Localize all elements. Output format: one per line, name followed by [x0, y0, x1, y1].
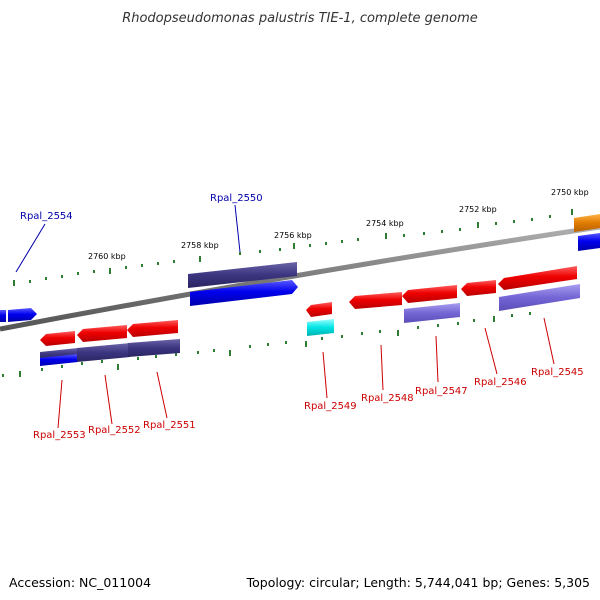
- gene-band-rpal-2553-blue: [40, 354, 78, 366]
- gene-label-rpal-2547[interactable]: Rpal_2547: [415, 386, 468, 397]
- scale-label-2758: 2758 kbp: [181, 241, 219, 250]
- gene-label-rpal-2550[interactable]: Rpal_2550: [210, 193, 263, 204]
- gene-band-rpal-2545-lav: [499, 284, 580, 311]
- leader-lines: [15, 204, 555, 429]
- scale-label-2750: 2750 kbp: [551, 188, 589, 197]
- gene-arrow-rpal-2545[interactable]: [498, 266, 577, 290]
- gene-label-rpal-2552[interactable]: Rpal_2552: [88, 425, 141, 436]
- genome-summary-text: Topology: circular; Length: 5,744,041 bp…: [246, 575, 590, 590]
- gene-band-right-edge-blue[interactable]: [578, 233, 600, 251]
- scale-label-2760: 2760 kbp: [88, 252, 126, 261]
- accession-text: Accession: NC_011004: [9, 575, 151, 590]
- gene-arrow-rpal-2555[interactable]: [0, 310, 6, 322]
- gene-band-rpal-2552-cog: [77, 343, 130, 362]
- gene-label-rpal-2545[interactable]: Rpal_2545: [531, 367, 584, 378]
- gene-label-rpal-2549[interactable]: Rpal_2549: [304, 401, 357, 412]
- gene-arrow-rpal-2547[interactable]: [402, 285, 457, 303]
- gene-arrow-rpal-2553[interactable]: [40, 331, 75, 346]
- gene-band-rpal-2547-lav: [404, 303, 460, 323]
- gene-arrow-rpal-2546[interactable]: [461, 280, 496, 296]
- scale-ticks-outer: [13, 209, 573, 286]
- scale-label-2756: 2756 kbp: [274, 231, 312, 240]
- gene-arrow-rpal-2552[interactable]: [77, 325, 127, 342]
- gene-label-rpal-2548[interactable]: Rpal_2548: [361, 393, 414, 404]
- gene-band-rpal-2549-cyan: [307, 319, 334, 336]
- gene-band-rpal-2550-cog: [188, 262, 297, 288]
- scale-label-2754: 2754 kbp: [366, 219, 404, 228]
- map-title: Rhodopseudomonas palustris TIE-1, comple…: [122, 11, 478, 26]
- gene-arrow-rpal-2554[interactable]: [8, 308, 37, 322]
- gene-label-rpal-2553[interactable]: Rpal_2553: [33, 430, 86, 441]
- gene-label-rpal-2554[interactable]: Rpal_2554: [20, 211, 73, 222]
- gene-arrow-rpal-2549[interactable]: [306, 302, 332, 317]
- gene-arrow-rpal-2548[interactable]: [349, 292, 402, 309]
- gene-label-rpal-2546[interactable]: Rpal_2546: [474, 377, 527, 388]
- gene-band-rpal-2551-cog: [128, 339, 180, 357]
- gene-label-rpal-2551[interactable]: Rpal_2551: [143, 420, 196, 431]
- scale-label-2752: 2752 kbp: [459, 205, 497, 214]
- genome-backbone: [0, 224, 600, 332]
- gene-arrow-rpal-2550[interactable]: [190, 280, 298, 306]
- scale-ticks-inner: [2, 312, 531, 377]
- gene-arrow-rpal-2551[interactable]: [127, 320, 178, 337]
- gene-band-right-edge-orange[interactable]: [574, 214, 600, 232]
